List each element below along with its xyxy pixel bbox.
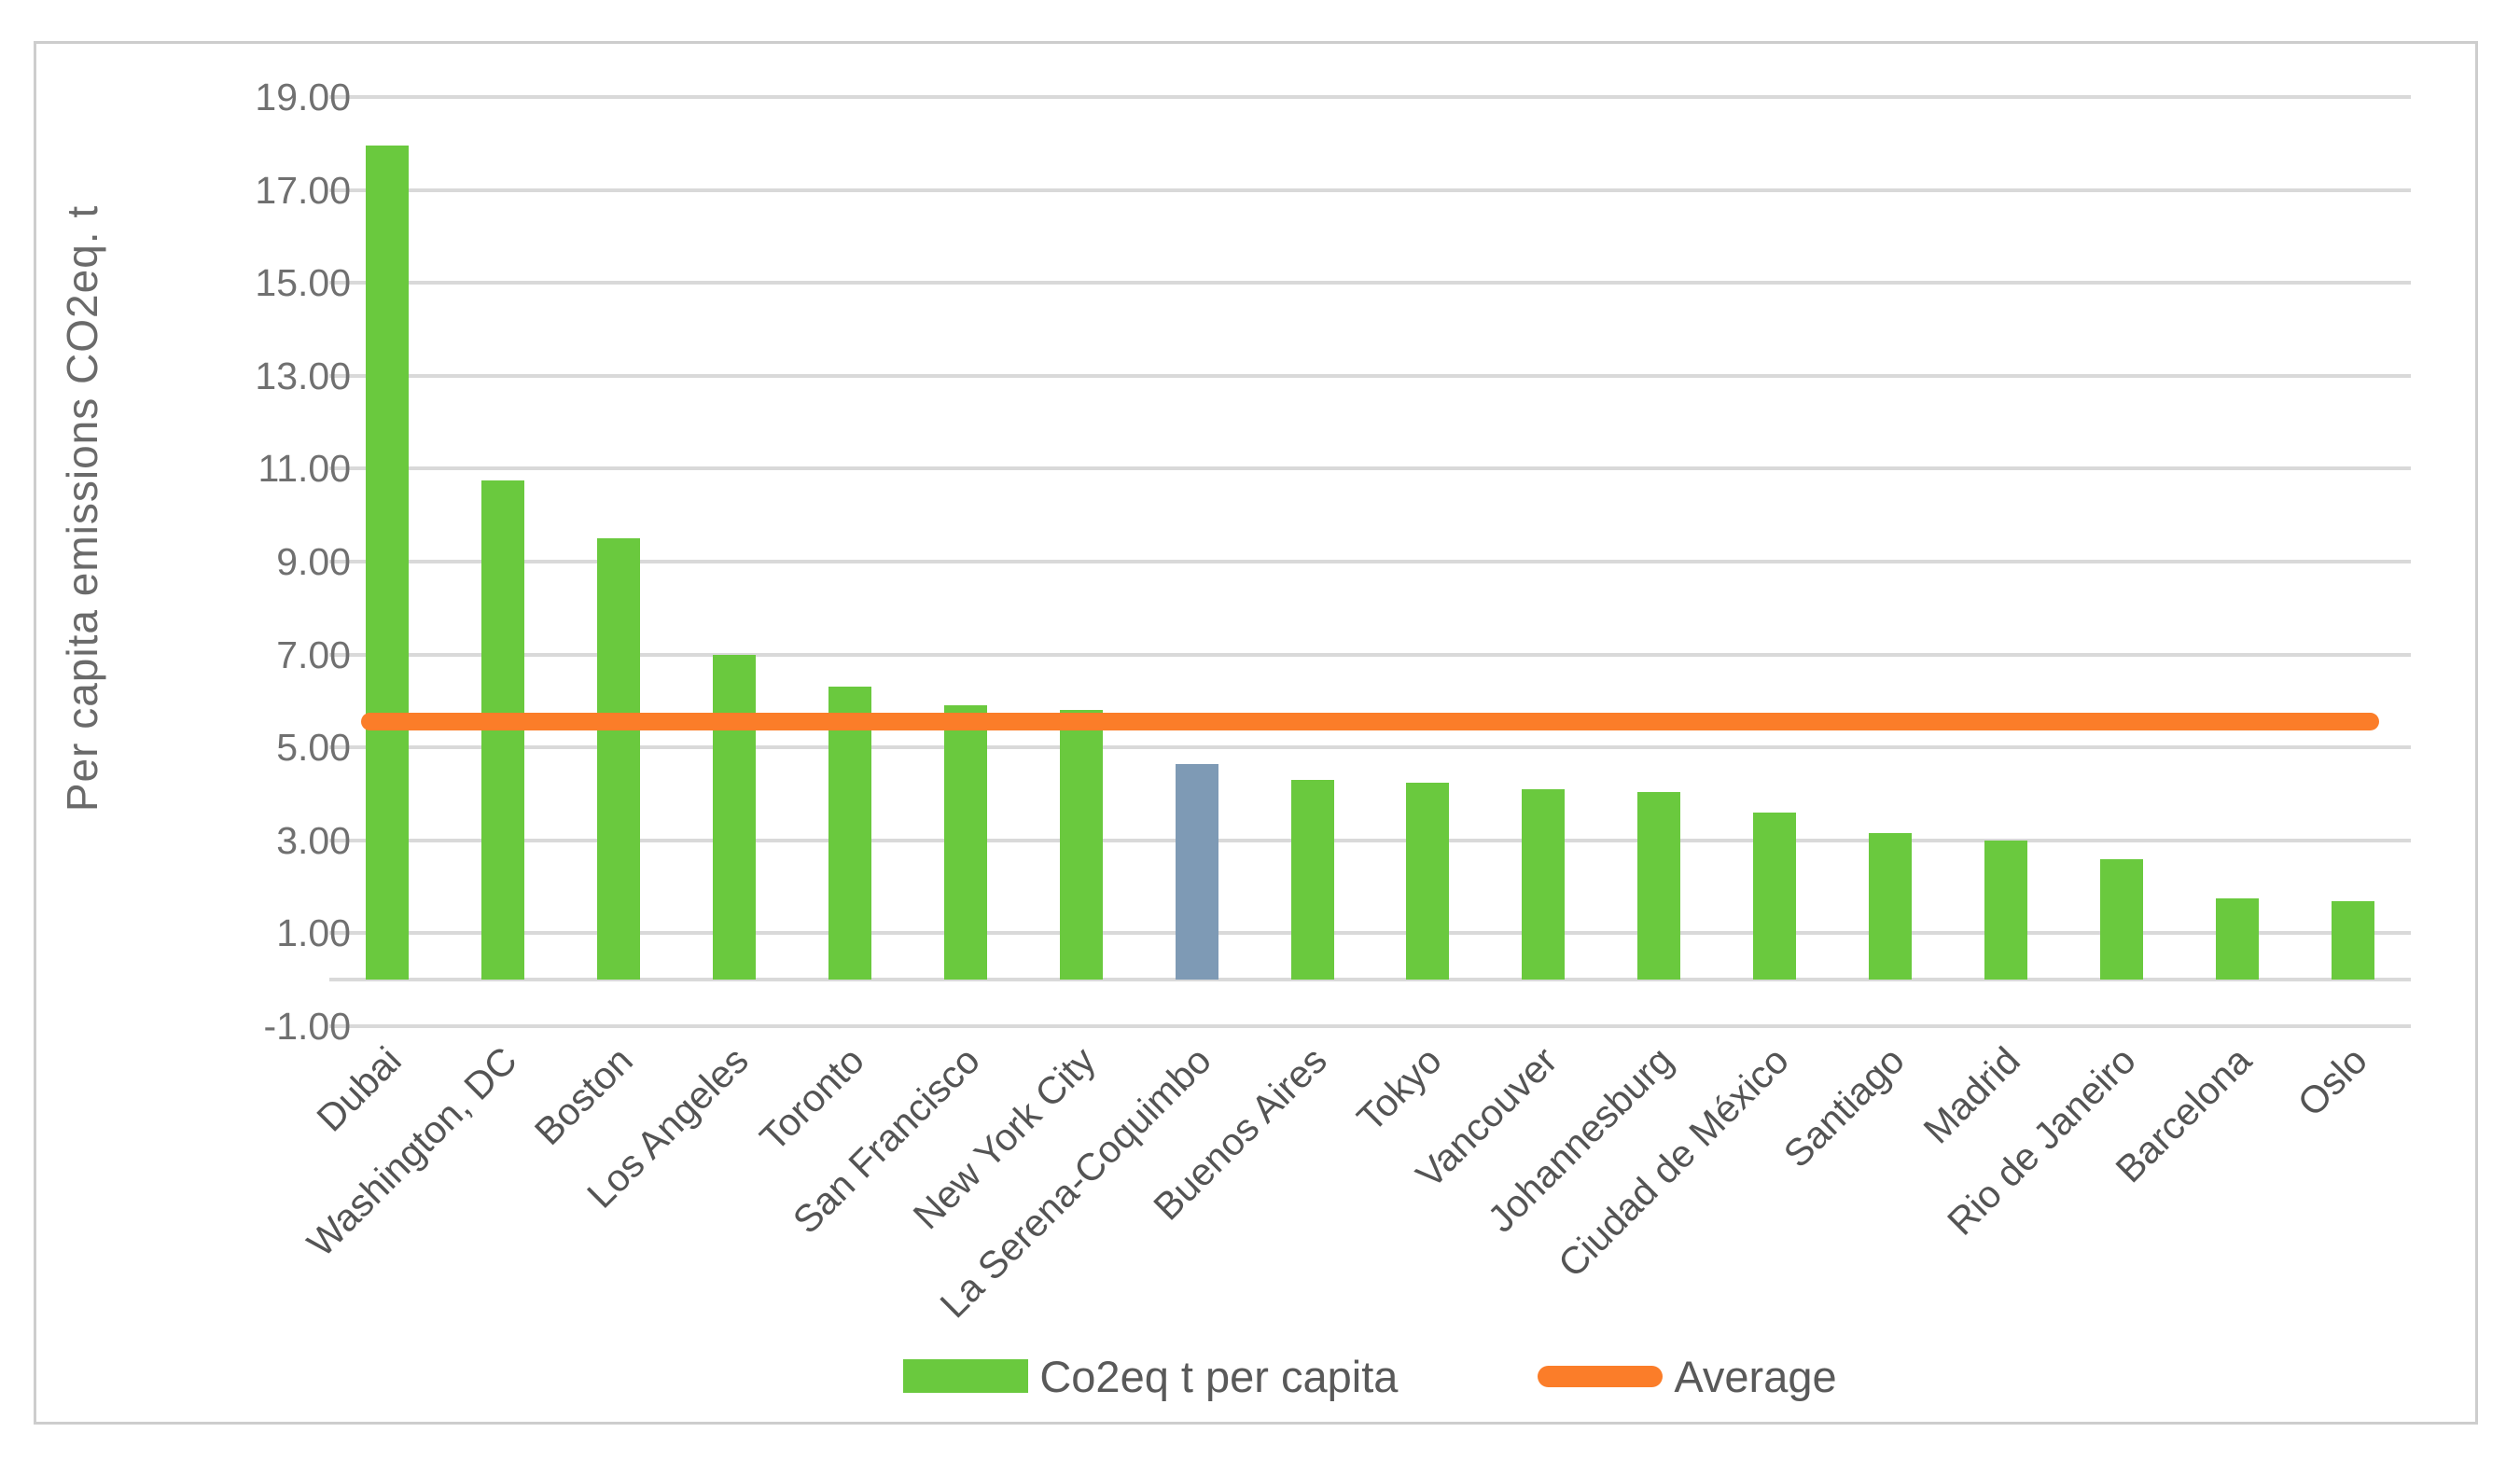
legend-item-series[interactable]: Co2eq t per capita bbox=[903, 1355, 1398, 1398]
y-tick-label: 19.00 bbox=[255, 76, 351, 118]
bar-rio-de-janeiro[interactable] bbox=[2100, 858, 2144, 980]
bar-ciudad-de-m-xico[interactable] bbox=[1753, 812, 1797, 980]
gridline bbox=[329, 931, 2411, 936]
legend-series-label: Co2eq t per capita bbox=[1039, 1351, 1399, 1401]
bar-los-angeles[interactable] bbox=[712, 654, 756, 980]
bar-boston[interactable] bbox=[596, 538, 640, 980]
gridline bbox=[329, 373, 2411, 378]
gridline bbox=[329, 281, 2411, 285]
bar-madrid[interactable] bbox=[1984, 840, 2028, 980]
gridline bbox=[329, 838, 2411, 842]
gridline bbox=[329, 1024, 2411, 1028]
y-tick-label: -1.00 bbox=[263, 1005, 351, 1048]
average-line[interactable] bbox=[360, 713, 2380, 731]
bar-tokyo[interactable] bbox=[1406, 782, 1450, 980]
legend: Co2eq t per capita Average bbox=[329, 1343, 2411, 1409]
average-swatch-icon bbox=[1538, 1365, 1664, 1387]
y-tick-label: 11.00 bbox=[258, 447, 351, 491]
chart-frame bbox=[34, 41, 2478, 1425]
bar-dubai[interactable] bbox=[365, 146, 409, 980]
y-tick-label: 1.00 bbox=[276, 911, 351, 955]
bar-johannesburg[interactable] bbox=[1637, 791, 1681, 980]
y-tick-label: 5.00 bbox=[276, 726, 351, 770]
bar-barcelona[interactable] bbox=[2216, 898, 2260, 980]
y-tick-label: 15.00 bbox=[255, 261, 351, 305]
x-axis-line bbox=[329, 978, 2411, 982]
y-tick-label: 13.00 bbox=[255, 354, 351, 397]
bar-santiago[interactable] bbox=[1869, 833, 1913, 980]
gridline bbox=[329, 466, 2411, 471]
legend-item-average[interactable]: Average bbox=[1538, 1351, 1837, 1401]
y-tick-label: 17.00 bbox=[255, 168, 351, 212]
plot-area bbox=[329, 95, 2411, 1028]
legend-average-label: Average bbox=[1674, 1351, 1837, 1401]
bar-buenos-aires[interactable] bbox=[1290, 780, 1334, 980]
bar-vancouver[interactable] bbox=[1522, 789, 1566, 980]
bar-la-serena-coquimbo[interactable] bbox=[1175, 763, 1218, 980]
gridline bbox=[329, 745, 2411, 750]
bar-san-francisco[interactable] bbox=[943, 705, 987, 980]
bar-toronto[interactable] bbox=[828, 687, 871, 980]
gridline bbox=[329, 560, 2411, 563]
gridline bbox=[329, 188, 2411, 192]
y-axis-title: Per capita emissions CO2eq. t bbox=[58, 204, 106, 813]
y-tick-label: 9.00 bbox=[276, 540, 351, 583]
bar-oslo[interactable] bbox=[2332, 900, 2375, 980]
bar-new-york-city[interactable] bbox=[1059, 710, 1103, 980]
gridline bbox=[329, 652, 2411, 657]
y-tick-label: 3.00 bbox=[276, 818, 351, 862]
series-swatch-icon bbox=[903, 1359, 1029, 1393]
y-tick-label: 7.00 bbox=[276, 633, 351, 676]
gridline bbox=[329, 95, 2411, 99]
